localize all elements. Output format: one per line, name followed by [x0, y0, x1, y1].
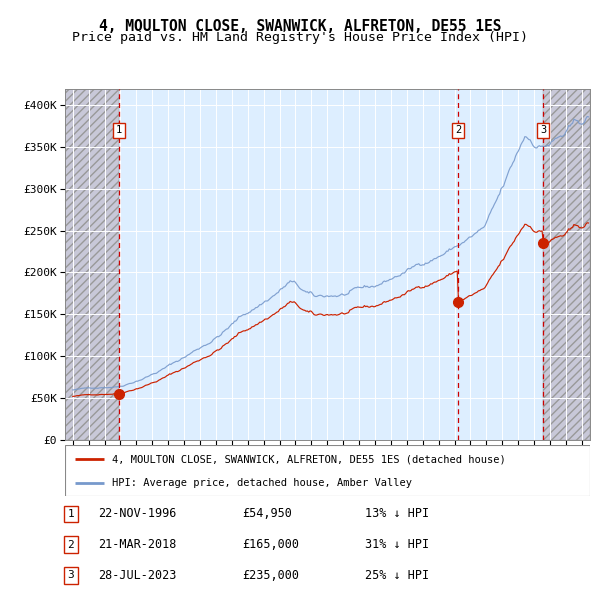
Text: £54,950: £54,950	[242, 507, 292, 520]
Text: 4, MOULTON CLOSE, SWANWICK, ALFRETON, DE55 1ES (detached house): 4, MOULTON CLOSE, SWANWICK, ALFRETON, DE…	[112, 454, 506, 464]
Text: 21-MAR-2018: 21-MAR-2018	[98, 538, 176, 551]
Text: £235,000: £235,000	[242, 569, 299, 582]
Text: Price paid vs. HM Land Registry's House Price Index (HPI): Price paid vs. HM Land Registry's House …	[72, 31, 528, 44]
Text: 1: 1	[116, 125, 122, 135]
Text: 28-JUL-2023: 28-JUL-2023	[98, 569, 176, 582]
Text: 4, MOULTON CLOSE, SWANWICK, ALFRETON, DE55 1ES: 4, MOULTON CLOSE, SWANWICK, ALFRETON, DE…	[99, 19, 501, 34]
Text: 3: 3	[540, 125, 547, 135]
Text: 2: 2	[455, 125, 461, 135]
Text: HPI: Average price, detached house, Amber Valley: HPI: Average price, detached house, Ambe…	[112, 478, 412, 488]
Text: 1: 1	[67, 509, 74, 519]
Text: £165,000: £165,000	[242, 538, 299, 551]
Bar	[65, 88, 119, 440]
Text: 2: 2	[67, 540, 74, 549]
Text: 22-NOV-1996: 22-NOV-1996	[98, 507, 176, 520]
Bar	[543, 88, 590, 440]
Text: 3: 3	[67, 571, 74, 580]
Text: 31% ↓ HPI: 31% ↓ HPI	[365, 538, 429, 551]
Text: 13% ↓ HPI: 13% ↓ HPI	[365, 507, 429, 520]
Text: 25% ↓ HPI: 25% ↓ HPI	[365, 569, 429, 582]
